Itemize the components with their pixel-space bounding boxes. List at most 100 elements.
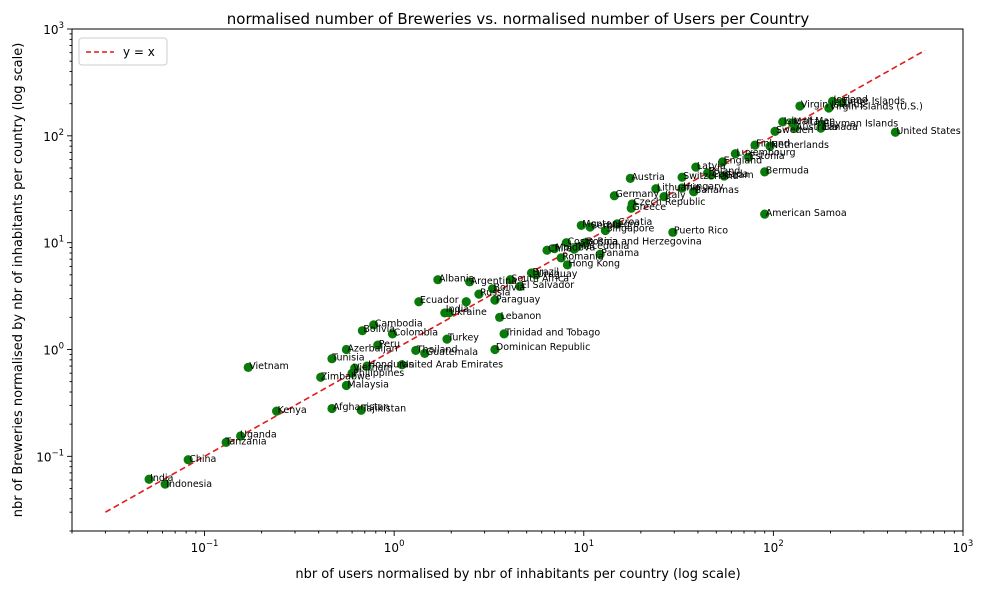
chart-title: normalised number of Breweries vs. norma… <box>227 10 810 28</box>
x-tick-label: 102 <box>763 539 784 555</box>
data-point <box>362 361 372 371</box>
data-point <box>356 405 366 415</box>
point-label: Zimbabwe <box>321 371 371 382</box>
data-point <box>677 183 687 193</box>
data-point <box>817 119 827 129</box>
data-point <box>562 260 573 270</box>
data-point <box>627 199 637 209</box>
data-point <box>651 184 661 194</box>
point-label: Azerbaijan <box>347 344 397 355</box>
data-point <box>397 360 407 370</box>
point-label: Uganda <box>240 430 277 441</box>
point-label: Montenegro <box>582 219 639 230</box>
point-label: Colombia <box>393 327 438 338</box>
data-point <box>585 222 595 232</box>
x-axis-ticks: 10−1 100 101 102 103 <box>71 531 973 555</box>
point-label: China <box>189 454 216 465</box>
data-point <box>490 295 500 305</box>
point-label: Lithuania <box>657 182 701 193</box>
point-label: Finland <box>756 138 790 149</box>
data-point <box>595 249 605 259</box>
data-point <box>572 242 582 252</box>
point-label: Lebanon <box>501 311 542 322</box>
data-point <box>327 403 337 414</box>
data-point <box>531 270 541 280</box>
point-label: El Salvador <box>521 280 574 291</box>
point-label: Estonia <box>750 151 785 162</box>
point-label: Faroe Islands <box>843 96 905 107</box>
y-tick-label: 102 <box>43 128 64 144</box>
point-label: Cayman Islands <box>823 118 898 129</box>
data-point <box>369 320 379 330</box>
data-point <box>743 152 754 162</box>
point-label: Latvia <box>697 161 726 172</box>
data-point <box>600 225 610 236</box>
point-label: Bermuda <box>766 165 809 176</box>
data-point <box>718 157 728 167</box>
y-tick-label: 100 <box>43 341 64 357</box>
data-point <box>689 187 699 197</box>
point-label: Thailand <box>416 344 458 355</box>
point-label: Croatia <box>618 217 652 228</box>
point-label: Russia <box>480 288 511 299</box>
data-point <box>765 141 775 151</box>
y-axis-label: nbr of Breweries normalised by nbr of in… <box>11 43 26 518</box>
point-label: Guatemala <box>426 347 478 358</box>
data-point <box>659 191 669 202</box>
point-label: Poland <box>709 166 741 177</box>
legend-box <box>78 37 168 66</box>
point-label: Bolivia <box>493 283 525 294</box>
point-label: Italy <box>665 190 686 201</box>
point-label: American Samoa <box>766 208 847 219</box>
data-point <box>144 474 154 484</box>
data-point <box>272 406 282 416</box>
y-tick-label: 101 <box>43 235 64 251</box>
point-label: Malaysia <box>347 380 389 391</box>
data-point <box>561 238 572 248</box>
point-label: Bolivia <box>363 324 395 335</box>
data-point <box>433 275 443 285</box>
point-label: Guam <box>725 170 753 181</box>
point-label: Paraguay <box>496 294 541 305</box>
y-tick-label: 103 <box>43 21 64 37</box>
data-point <box>499 329 509 339</box>
point-label: Turkey <box>447 332 479 343</box>
data-point <box>824 103 834 113</box>
data-point <box>474 289 484 299</box>
data-point <box>243 362 253 372</box>
point-label: Tanzania <box>224 436 266 447</box>
data-point <box>373 340 383 350</box>
data-point <box>677 172 687 182</box>
point-label: Cambodia <box>375 319 423 330</box>
data-point <box>750 140 760 150</box>
data-point <box>350 363 360 373</box>
point-label: Uruguay <box>537 269 578 280</box>
point-label: Hong Kong <box>568 258 620 269</box>
point-label: Iceland <box>833 95 867 106</box>
point-labels-layer: IndiaIndonesiaChinaTanzaniaUgandaVietnam… <box>150 95 961 490</box>
data-point <box>719 171 729 181</box>
y-axis-ticks: 10−1 100 101 102 103 <box>36 21 72 532</box>
y-tick-label: 10−1 <box>36 448 64 464</box>
data-point <box>221 437 231 448</box>
point-label: Germany <box>615 189 659 200</box>
x-tick-label: 101 <box>573 539 594 555</box>
point-label: Honduras <box>368 360 414 371</box>
point-label: Moldova <box>555 243 595 254</box>
point-label: Costa Rica <box>567 236 617 247</box>
point-label: Austria <box>631 172 665 183</box>
data-point <box>790 123 800 133</box>
point-label: Indonesia <box>166 479 212 490</box>
point-label: Switzerland <box>683 171 738 182</box>
point-label: Czech Republic <box>633 197 705 208</box>
data-point <box>341 380 352 391</box>
point-label: United States <box>896 126 960 137</box>
data-point <box>770 126 780 137</box>
point-label: Dominican Republic <box>496 342 590 353</box>
data-point <box>411 345 421 356</box>
data-point <box>487 284 498 294</box>
point-label: Chile <box>548 244 572 255</box>
data-point <box>837 97 847 108</box>
point-label: Albania <box>439 274 474 285</box>
